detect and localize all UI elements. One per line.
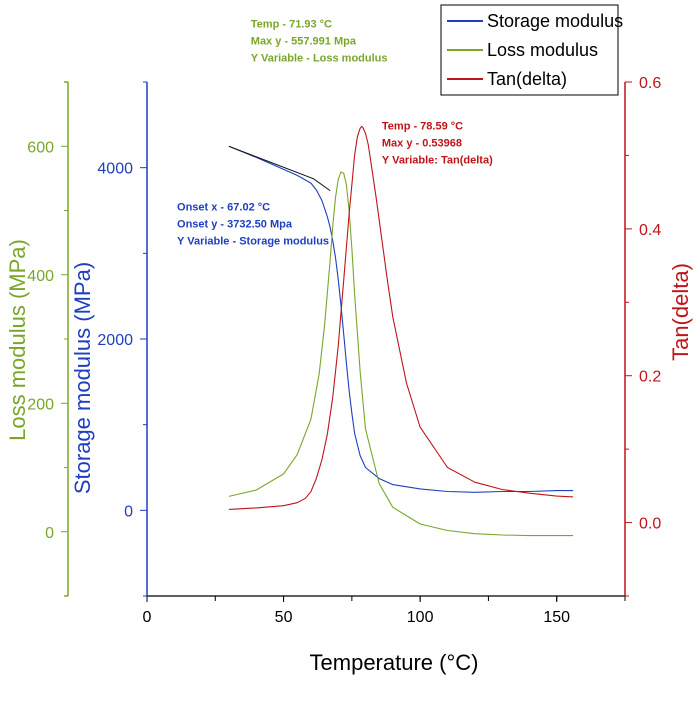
- legend-label: Storage modulus: [487, 11, 623, 31]
- storage-tick-label: 0: [124, 503, 133, 520]
- storage-tick-label: 2000: [97, 332, 133, 349]
- tan-tick-label: 0.6: [639, 75, 661, 92]
- legend-label: Loss modulus: [487, 40, 598, 60]
- loss-tick-label: 600: [27, 139, 54, 156]
- x-tick-label: 150: [543, 609, 570, 626]
- annotation-text: Y Variable - Storage modulus: [177, 236, 329, 248]
- x-axis-title: Temperature (°C): [310, 650, 479, 675]
- series-line-loss-modulus: [228, 171, 574, 537]
- x-tick-label: 0: [143, 609, 152, 626]
- x-tick-label: 50: [275, 609, 293, 626]
- loss-tick-label: 200: [27, 396, 54, 413]
- tan-tick-label: 0.0: [639, 516, 661, 533]
- tan-tick-label: 0.2: [639, 369, 661, 386]
- series-line-tan-delta: [228, 125, 574, 510]
- annotation-text: Onset y - 3732.50 Mpa: [177, 219, 293, 231]
- legend: Storage modulus Loss modulus Tan(delta): [440, 4, 623, 96]
- annotation-text: Onset x - 67.02 °C: [177, 202, 270, 214]
- onset-tangent-line: [228, 145, 331, 192]
- legend-label: Tan(delta): [487, 69, 567, 89]
- tan-tick-label: 0.4: [639, 222, 661, 239]
- annotation-text: Temp - 78.59 °C: [382, 121, 463, 133]
- annotation-text: Temp - 71.93 °C: [251, 18, 332, 30]
- annotation-text: Max y - 0.53968: [382, 138, 462, 150]
- annotation-text: Max y - 557.991 Mpa: [251, 35, 357, 47]
- loss-axis-title: Loss modulus (MPa): [5, 239, 30, 441]
- x-tick-label: 100: [407, 609, 434, 626]
- tan-axis-title: Tan(delta): [668, 263, 693, 361]
- storage-tick-label: 4000: [97, 161, 133, 178]
- series-line-storage-modulus: [228, 145, 574, 493]
- annotation-text: Y Variable: Tan(delta): [382, 155, 493, 167]
- annotation-text: Y Variable - Loss modulus: [251, 52, 388, 64]
- loss-tick-label: 0: [45, 525, 54, 542]
- loss-tick-label: 400: [27, 268, 54, 285]
- storage-axis-title: Storage modulus (MPa): [70, 262, 95, 494]
